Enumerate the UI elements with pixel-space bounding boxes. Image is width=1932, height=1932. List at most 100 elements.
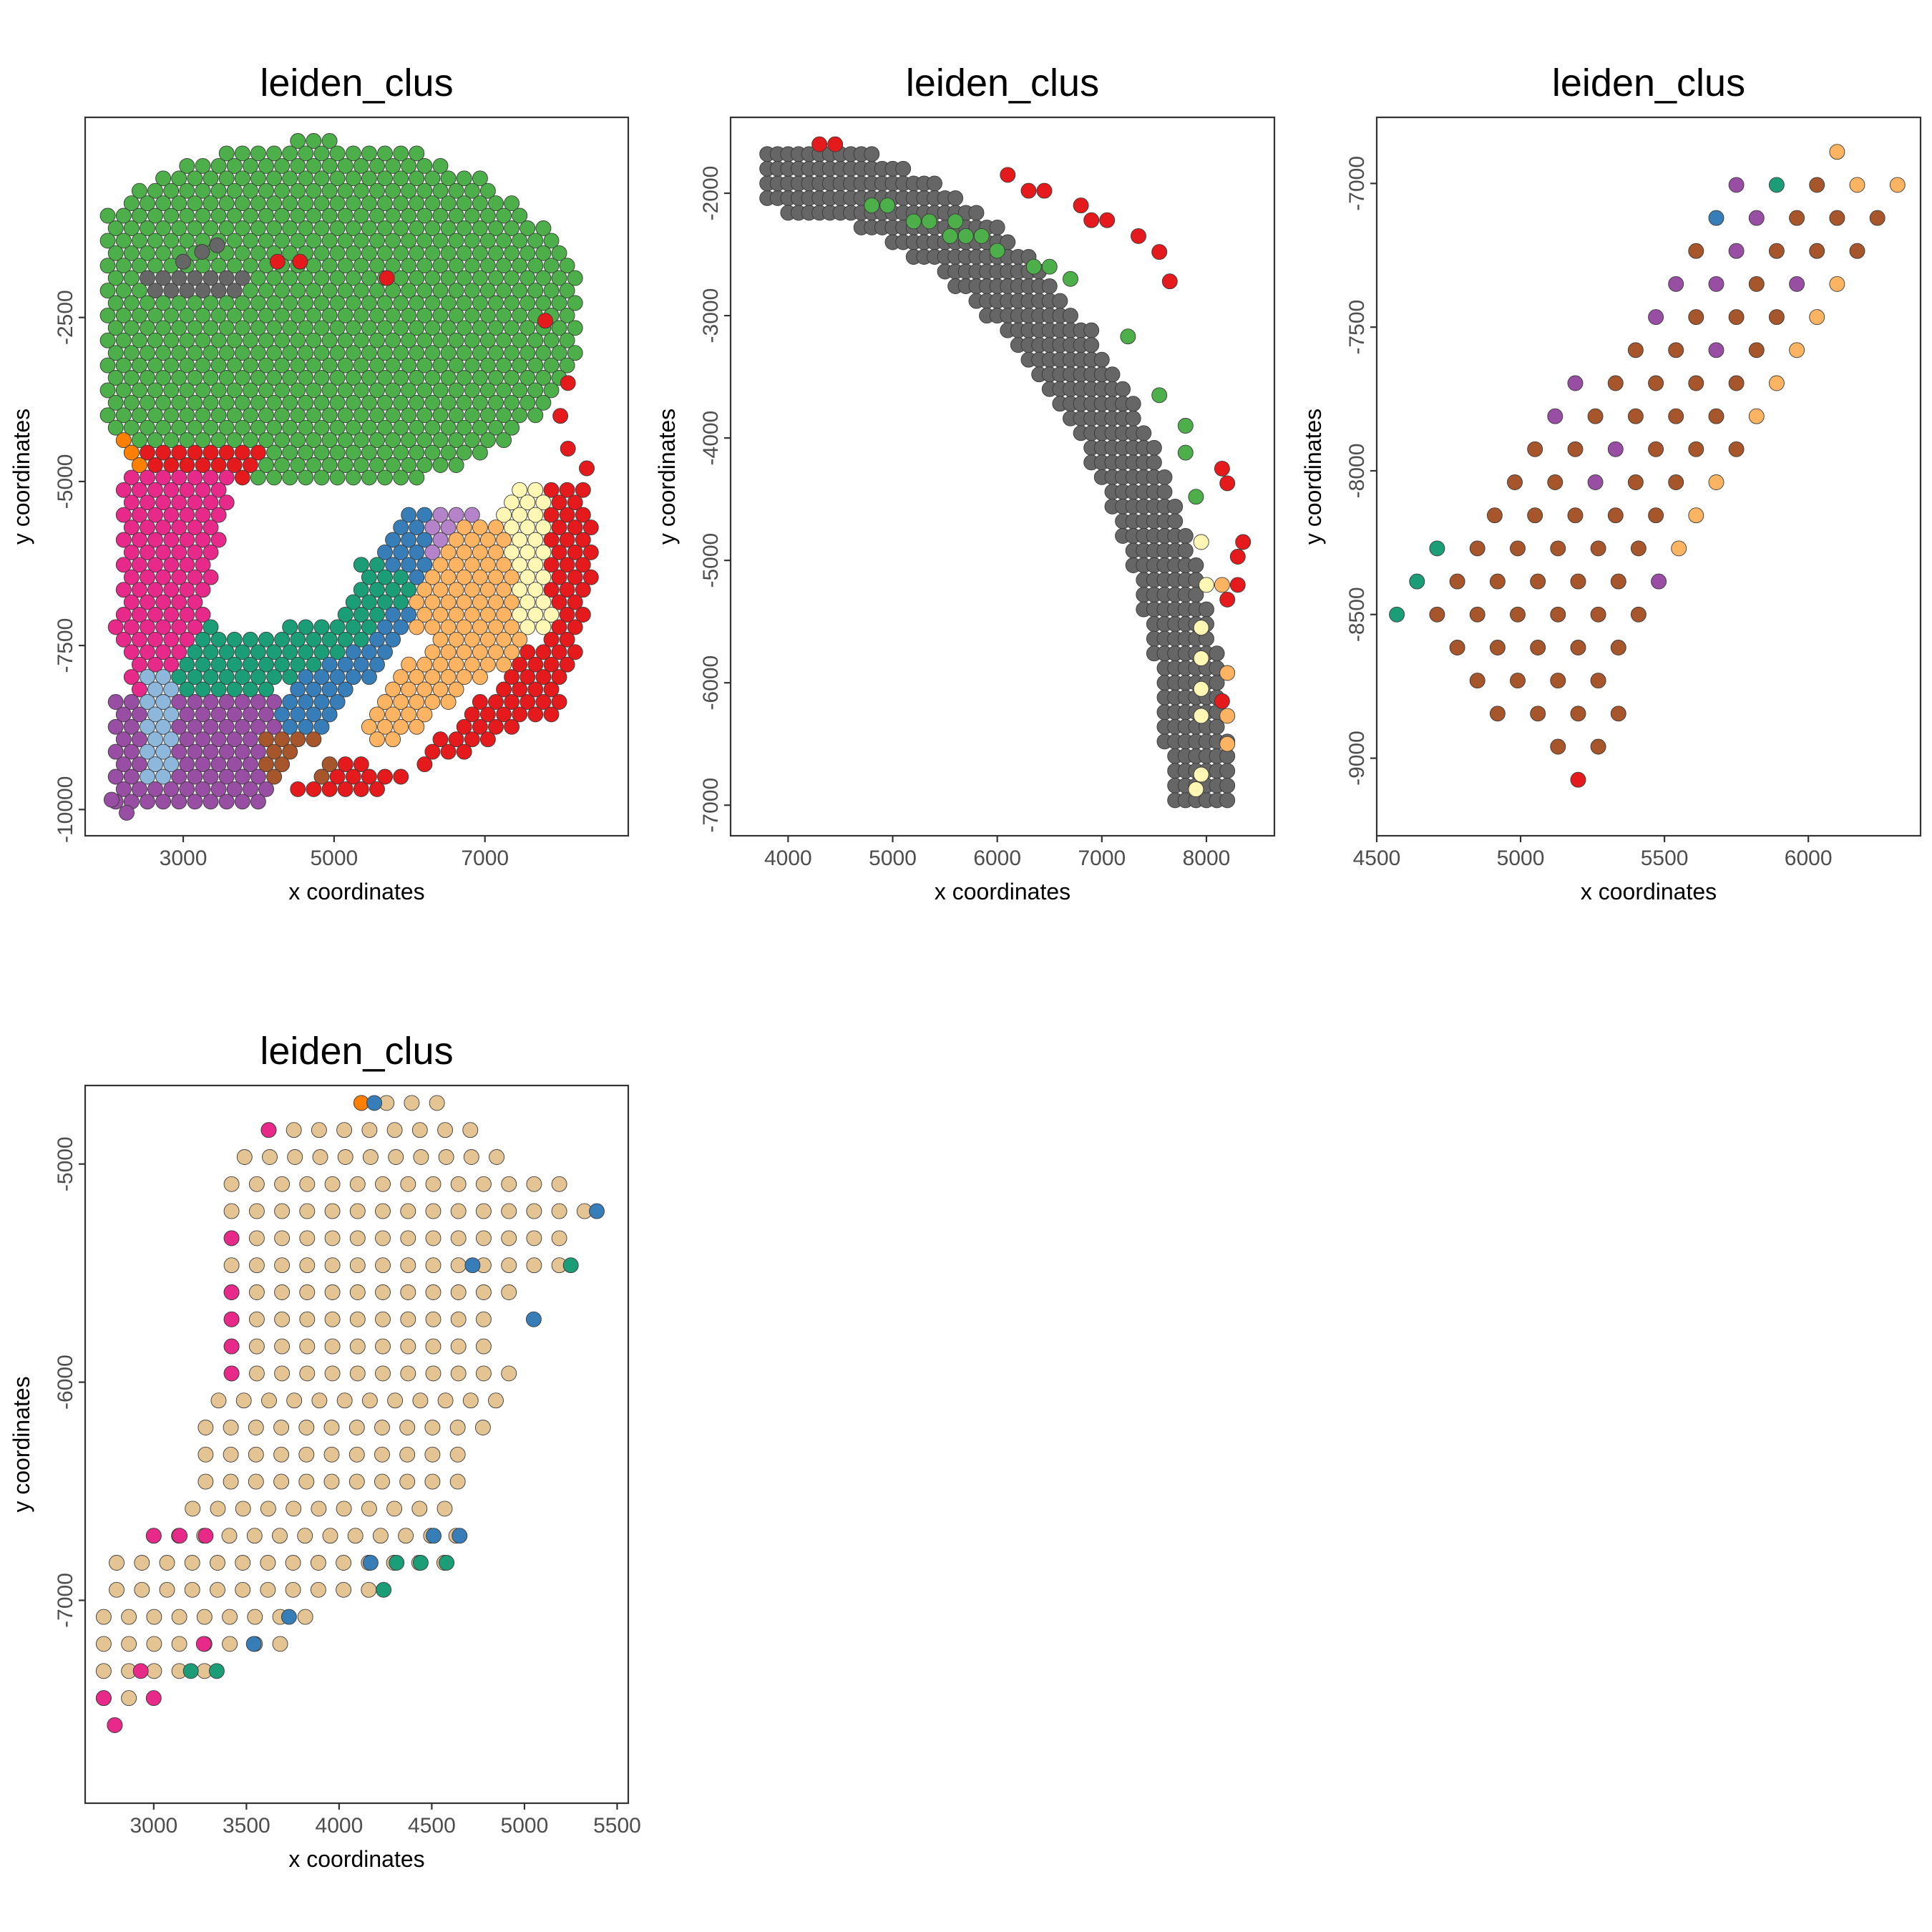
spot-green: [409, 170, 425, 187]
spot-green: [361, 320, 377, 336]
spot-green: [472, 245, 488, 261]
spot-light-blue: [147, 706, 163, 723]
spot-light-yellow: [519, 594, 536, 610]
spot-green: [512, 307, 528, 323]
spot-light-orange: [1849, 177, 1865, 193]
spot-green: [519, 394, 536, 411]
spot-green: [290, 357, 306, 374]
spot-green: [416, 382, 433, 399]
spot-red: [811, 136, 828, 152]
spot-tan: [526, 1230, 542, 1246]
spot-green: [864, 197, 880, 214]
spot-green: [163, 233, 180, 249]
spot-green: [258, 332, 274, 348]
spot-tan: [210, 1392, 227, 1409]
spot-red: [575, 607, 591, 623]
spot-green: [258, 432, 274, 449]
spot-green: [195, 157, 211, 174]
spot-green: [496, 208, 512, 224]
spot-green: [306, 133, 322, 149]
spot-pink: [171, 619, 187, 635]
spot-green: [298, 469, 314, 486]
spot-pink: [171, 494, 187, 511]
spot-green: [282, 394, 298, 411]
spot-green: [298, 170, 314, 187]
spot-pink: [179, 532, 195, 548]
spot-light-orange: [1219, 665, 1236, 681]
spot-green: [179, 432, 195, 449]
spot-green: [377, 370, 393, 386]
spot-green: [195, 382, 211, 399]
spot-purple: [250, 694, 266, 710]
spot-light-orange: [479, 582, 496, 598]
spot-tan: [210, 1581, 225, 1598]
spot-purple: [1728, 243, 1745, 259]
spot-red: [456, 743, 472, 760]
spot-red: [551, 644, 567, 660]
spot-green: [440, 220, 457, 236]
spot-green: [147, 307, 163, 323]
spot-green: [479, 382, 496, 399]
spot-green: [519, 270, 536, 286]
spot-teal: [353, 607, 369, 623]
spot-green: [131, 357, 147, 374]
spot-light-orange: [409, 619, 425, 635]
spot-green: [242, 357, 258, 374]
spot-green: [298, 295, 314, 311]
spot-green: [290, 332, 306, 348]
spot-teal: [389, 1555, 405, 1571]
spots-layer: [1389, 144, 1906, 788]
spot-blue: [409, 544, 425, 560]
spot-tan: [362, 1149, 379, 1165]
spot-red: [567, 519, 583, 536]
spot-tan: [400, 1338, 416, 1355]
spot-green: [242, 332, 258, 348]
spot-green: [409, 394, 425, 411]
spot-teal: [369, 582, 385, 598]
spot-green: [432, 432, 449, 449]
spot-blue: [321, 706, 338, 723]
spot-tan: [449, 1446, 466, 1463]
spot-teal: [313, 644, 330, 660]
spot-tan: [248, 1230, 265, 1246]
spot-blue: [321, 656, 338, 673]
spot-green: [123, 345, 140, 361]
spot-dark-gray: [187, 270, 203, 286]
spot-red: [1219, 591, 1236, 608]
spot-green: [203, 170, 219, 187]
spot-pink: [115, 507, 132, 523]
spot-green: [226, 307, 243, 323]
spot-pink: [145, 1528, 162, 1544]
spot-light-orange: [464, 532, 480, 548]
spot-blue: [385, 532, 401, 548]
spot-green: [218, 295, 235, 311]
spot-tan: [121, 1690, 137, 1707]
spot-blue: [298, 669, 314, 686]
spot-green: [567, 345, 583, 361]
spot-green: [409, 419, 425, 436]
spot-green: [361, 170, 377, 187]
spot-green: [377, 394, 393, 411]
spot-green: [163, 182, 180, 199]
spot-green: [432, 208, 449, 224]
spot-green: [99, 208, 116, 224]
spot-purple: [195, 706, 211, 723]
spot-pink: [179, 557, 195, 573]
spot-blue: [290, 706, 306, 723]
spot-teal: [377, 569, 393, 585]
spot-green: [440, 419, 457, 436]
spot-green: [385, 182, 401, 199]
spot-green: [290, 382, 306, 399]
spot-teal: [439, 1555, 455, 1571]
spot-green: [377, 469, 393, 486]
spot-green: [464, 208, 480, 224]
spot-green: [416, 357, 433, 374]
spot-green: [306, 307, 322, 323]
spot-tan: [274, 1257, 291, 1274]
spot-pink: [115, 532, 132, 548]
spot-lilac: [464, 507, 480, 523]
spot-green: [488, 394, 504, 411]
spot-purple: [115, 756, 132, 773]
spot-green: [329, 220, 346, 236]
spot-purple: [179, 756, 195, 773]
